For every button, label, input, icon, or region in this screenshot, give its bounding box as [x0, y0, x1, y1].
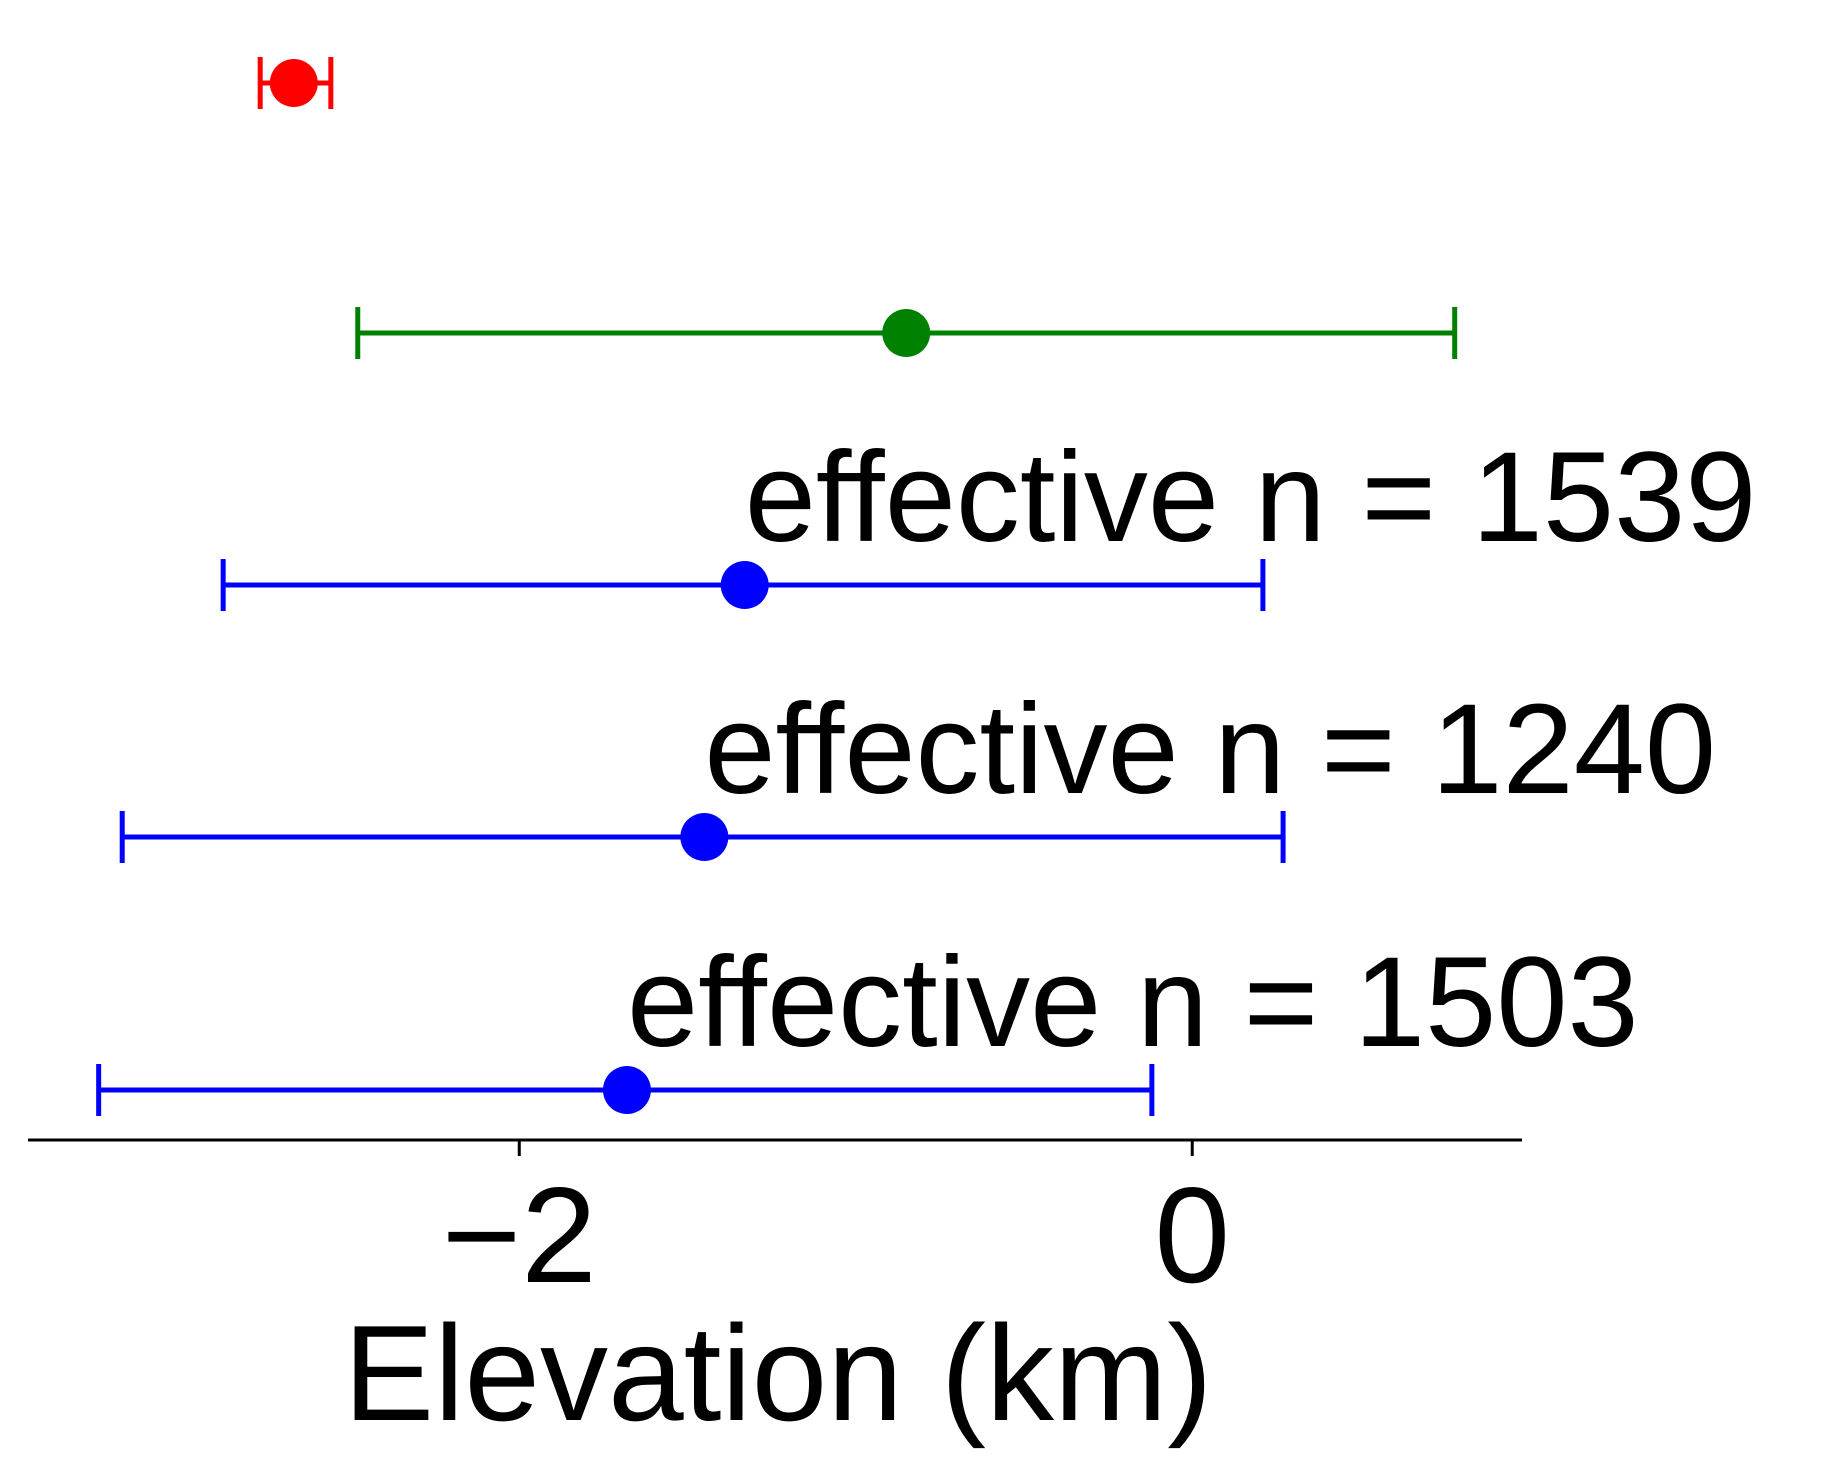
effective-n-label: effective n = 1539: [745, 426, 1757, 569]
data-point: [602, 1066, 651, 1114]
points-layer: effective n = 1539 effective n = 1240 effe…: [96, 57, 1757, 1116]
x-tick-label: −2: [442, 1159, 597, 1311]
x-axis-label: Elevation (km): [343, 1297, 1212, 1449]
effective-n-label: effective n = 1240: [704, 678, 1716, 821]
data-point: [269, 59, 318, 107]
data-point: [680, 813, 729, 861]
estimate-row: effective n = 1503: [96, 931, 1639, 1116]
effective-n-label: effective n = 1503: [627, 931, 1639, 1074]
x-tick-label: 0: [1154, 1159, 1230, 1311]
estimate-row: effective n = 1240: [119, 678, 1716, 863]
estimate-row: [355, 307, 1458, 359]
data-point: [720, 561, 769, 609]
x-axis: −2 0: [28, 1138, 1522, 1311]
data-point: [882, 309, 931, 357]
estimate-row: effective n = 1539: [220, 426, 1757, 611]
estimate-row: [257, 57, 334, 109]
